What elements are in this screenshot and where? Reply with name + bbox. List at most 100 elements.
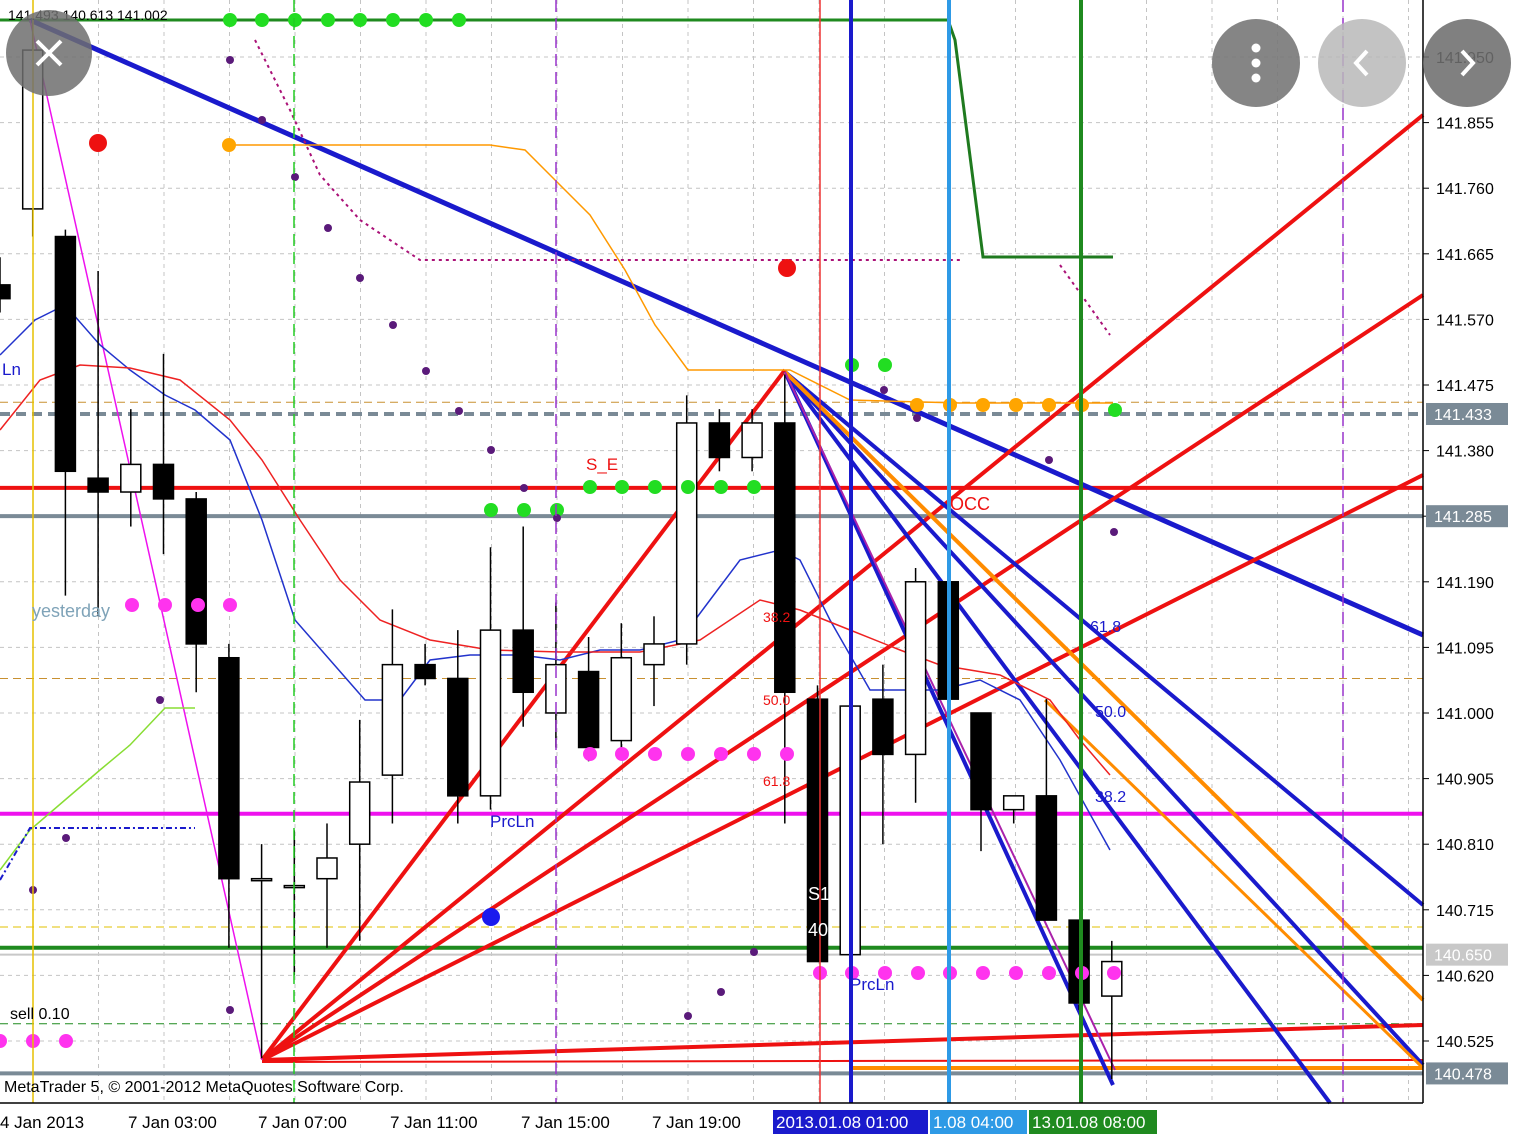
chart-annotation: OCC	[950, 494, 990, 514]
chevron-left-icon	[1353, 49, 1369, 77]
indicator-dot	[487, 446, 495, 454]
price-badge-label: 140.650	[1434, 948, 1492, 965]
price-badges: 141.433 141.285 140.650 140.478	[1426, 402, 1508, 1085]
price-badge-label: 140.478	[1434, 1066, 1492, 1083]
candle	[0, 257, 11, 313]
blue-trend-line	[28, 17, 1425, 638]
orange-indicator-line	[228, 144, 1113, 404]
candle-body	[708, 422, 731, 459]
chart-annotation: PrcLn	[490, 812, 534, 831]
indicator-dot	[615, 747, 629, 761]
indicator-dot	[452, 13, 466, 27]
vertical-time-lines	[32, 0, 1344, 1103]
indicator-dots	[0, 13, 1122, 1048]
price-badge-label: 141.433	[1434, 407, 1492, 424]
indicator-dot	[878, 966, 892, 980]
magenta-trend-line	[29, 19, 263, 1061]
price-tick-label: 140.810	[1436, 837, 1494, 854]
previous-button[interactable]	[1318, 19, 1406, 107]
indicator-dot	[288, 13, 302, 27]
candle	[970, 712, 992, 852]
candle-body	[1002, 795, 1025, 811]
indicator-dot	[125, 598, 139, 612]
indicator-dot	[615, 480, 629, 494]
indicator-dot	[291, 173, 299, 181]
candle-body	[250, 877, 273, 882]
time-label: 7 Jan 11:00	[390, 1113, 478, 1132]
candle-body	[185, 498, 207, 645]
indicator-dot	[223, 13, 237, 27]
indicator-dot	[226, 1006, 234, 1014]
time-label-highlight	[773, 1110, 928, 1134]
indicator-dot	[517, 503, 531, 517]
indicator-dot	[1042, 966, 1056, 980]
candle	[120, 409, 142, 527]
chart-annotation: 38.2	[763, 609, 790, 625]
indicator-dot	[226, 56, 234, 64]
indicator-dot	[1110, 528, 1118, 536]
green-indicator-line	[0, 707, 195, 871]
price-tick-label: 141.665	[1436, 247, 1494, 264]
candle	[741, 409, 763, 472]
candle	[381, 609, 404, 824]
indicator-dot	[913, 414, 921, 422]
step-line	[946, 19, 1113, 259]
candle-body	[512, 629, 534, 694]
indicator-dot	[356, 274, 364, 282]
candle	[152, 353, 175, 555]
indicator-dot	[156, 696, 164, 704]
candle	[447, 630, 469, 824]
indicator-dot	[484, 503, 498, 517]
candle-body	[479, 629, 502, 797]
candle-body	[54, 235, 77, 473]
red-fan-line	[260, 293, 1425, 1062]
chart-annotation: 50.0	[763, 692, 790, 708]
candle	[218, 643, 240, 948]
indicator-dot	[386, 13, 400, 27]
chart-annotation: yesterday	[32, 601, 110, 621]
candle	[1035, 699, 1058, 921]
candle	[806, 685, 829, 963]
chart-annotation: Ln	[2, 360, 21, 379]
indicator-dot	[455, 407, 463, 415]
candle-body	[152, 463, 175, 500]
price-tick-label: 141.760	[1436, 181, 1494, 198]
chevron-right-icon	[1460, 49, 1476, 77]
price-badge-label: 141.285	[1434, 509, 1492, 526]
candle-body	[87, 477, 109, 493]
time-label-highlighted: 2013.01.08 01:00	[776, 1113, 908, 1132]
time-label: 7 Jan 15:00	[521, 1113, 610, 1132]
candle-body	[904, 581, 927, 756]
indicator-dot	[419, 13, 433, 27]
indicator-dot	[158, 598, 172, 612]
price-badge	[1426, 402, 1508, 425]
blue-fan-line	[783, 370, 1425, 1067]
close-button[interactable]	[6, 10, 92, 96]
candle-body	[414, 663, 436, 680]
indicator-dot	[89, 134, 107, 152]
chart-annotation: S1	[808, 884, 830, 904]
candle	[87, 271, 109, 617]
price-tick-label: 141.190	[1436, 575, 1494, 592]
chart-annotation: 40	[808, 920, 828, 940]
chart-annotation: S_E	[586, 455, 618, 474]
next-button[interactable]	[1423, 19, 1511, 107]
blue-dashed-indicator	[0, 827, 195, 881]
candle	[643, 616, 665, 707]
blue-fan-line	[783, 370, 1332, 1105]
candle-body	[218, 656, 240, 880]
indicator-dot	[191, 598, 205, 612]
candle	[479, 547, 502, 810]
indicator-dot	[62, 834, 70, 842]
candle-body	[643, 643, 665, 666]
indicator-dot	[976, 398, 990, 412]
candle	[185, 492, 207, 693]
candle-body	[120, 463, 142, 493]
candle	[54, 229, 77, 596]
more-options-button[interactable]	[1212, 19, 1300, 107]
indicator-dot	[681, 480, 695, 494]
indicator-dot	[648, 480, 662, 494]
indicator-dot	[258, 116, 266, 124]
annotations: yesterday PrcLn PrcLn Ln S_E S1 40 OCC 61.8 50.0 3…	[2, 360, 1126, 994]
